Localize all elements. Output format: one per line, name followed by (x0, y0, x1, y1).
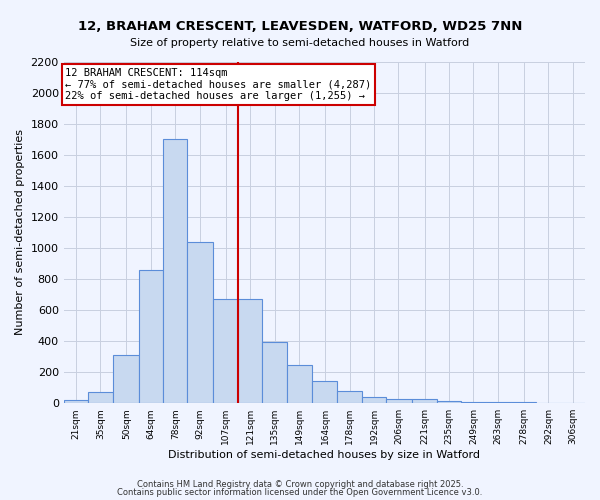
Bar (163, 139, 187, 403)
Bar (337, 391, 362, 403)
Bar (262, 342, 287, 403)
Bar (312, 382, 337, 403)
Bar (485, 402, 511, 403)
Bar (386, 398, 412, 403)
Text: Contains HM Land Registry data © Crown copyright and database right 2025.: Contains HM Land Registry data © Crown c… (137, 480, 463, 489)
Bar (362, 397, 386, 403)
Bar (287, 365, 312, 403)
Text: 12 BRAHAM CRESCENT: 114sqm
← 77% of semi-detached houses are smaller (4,287)
22%: 12 BRAHAM CRESCENT: 114sqm ← 77% of semi… (65, 68, 371, 101)
Bar (238, 299, 262, 403)
Bar (187, 242, 213, 403)
Bar (412, 400, 437, 403)
Bar (113, 355, 139, 403)
Bar (511, 402, 536, 403)
Text: 12, BRAHAM CRESCENT, LEAVESDEN, WATFORD, WD25 7NN: 12, BRAHAM CRESCENT, LEAVESDEN, WATFORD,… (78, 20, 522, 33)
Bar (461, 402, 485, 403)
Bar (139, 270, 163, 403)
X-axis label: Distribution of semi-detached houses by size in Watford: Distribution of semi-detached houses by … (169, 450, 481, 460)
Bar (64, 400, 88, 403)
Bar (437, 401, 461, 403)
Text: Contains public sector information licensed under the Open Government Licence v3: Contains public sector information licen… (118, 488, 482, 497)
Y-axis label: Number of semi-detached properties: Number of semi-detached properties (15, 130, 25, 336)
Bar (213, 299, 238, 403)
Text: Size of property relative to semi-detached houses in Watford: Size of property relative to semi-detach… (130, 38, 470, 48)
Bar (88, 392, 113, 403)
